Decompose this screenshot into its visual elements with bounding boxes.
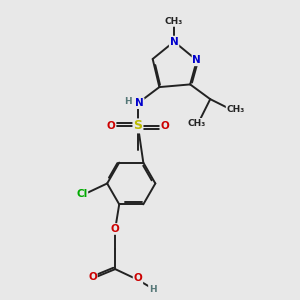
- Text: CH₃: CH₃: [188, 119, 206, 128]
- Text: N: N: [170, 37, 178, 46]
- Text: N: N: [193, 55, 201, 65]
- Text: O: O: [111, 224, 120, 234]
- Text: H: H: [124, 97, 131, 106]
- Text: O: O: [134, 274, 142, 284]
- Text: H: H: [149, 285, 157, 294]
- Text: O: O: [88, 272, 97, 282]
- Text: N: N: [135, 98, 144, 108]
- Text: CH₃: CH₃: [226, 105, 245, 114]
- Text: Cl: Cl: [76, 189, 87, 199]
- Text: O: O: [107, 121, 116, 131]
- Text: S: S: [134, 119, 142, 132]
- Text: O: O: [160, 121, 169, 131]
- Text: CH₃: CH₃: [165, 17, 183, 26]
